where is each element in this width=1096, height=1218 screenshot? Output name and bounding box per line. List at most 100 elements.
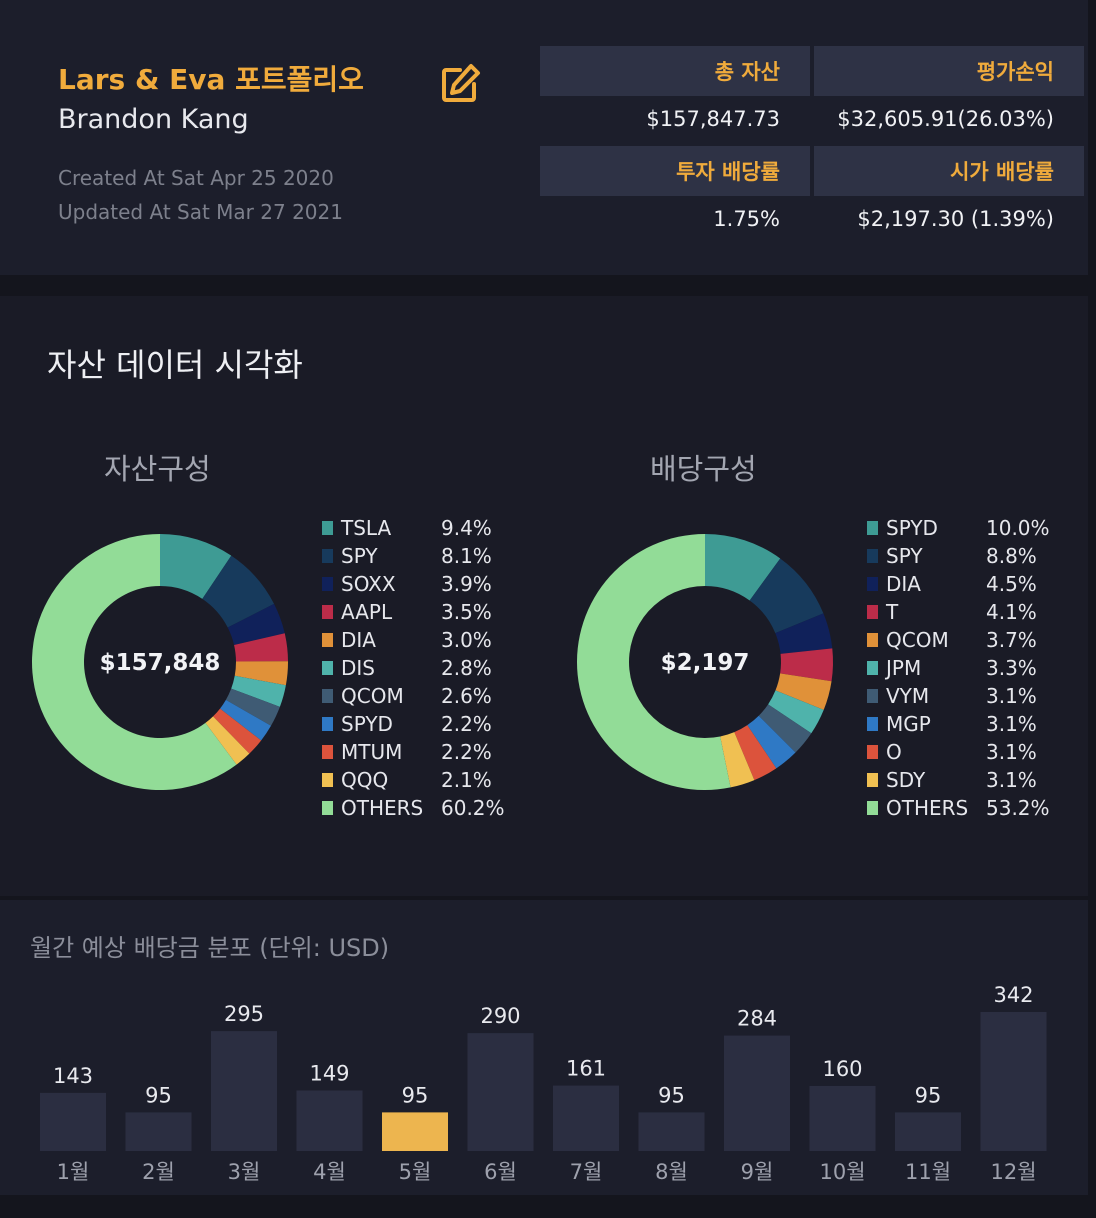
bar-category-label: 2월 [142, 1160, 175, 1184]
donut-slice-jpm[interactable] [768, 690, 824, 734]
bar-category-label: 11월 [905, 1160, 951, 1184]
bar-category-label: 4월 [313, 1160, 346, 1184]
legend-percent: 3.0% [441, 628, 492, 652]
donut-slice-aapl[interactable] [234, 633, 288, 662]
pnl-label: 평가손익 [814, 46, 1084, 96]
legend-swatch [322, 717, 333, 731]
bar-2[interactable] [125, 1112, 192, 1151]
legend-item-spyd[interactable]: SPYD 10.0% [867, 514, 1050, 542]
bar-value-label: 284 [737, 1007, 777, 1031]
donut-slice-soxx[interactable] [227, 603, 285, 645]
legend-item-spyd[interactable]: SPYD 2.2% [322, 710, 492, 738]
legend-item-dia[interactable]: DIA 3.0% [322, 626, 492, 654]
bar-value-label: 95 [658, 1083, 685, 1107]
bar-7[interactable] [553, 1085, 619, 1151]
donut-slice-vym[interactable] [758, 704, 812, 753]
owner-name: Brandon Kang [58, 104, 249, 135]
donut-slice-others[interactable] [32, 534, 237, 790]
donut-slice-qcom[interactable] [775, 673, 832, 710]
donut-slice-qcom[interactable] [225, 688, 280, 726]
legend-label: VYM [886, 684, 930, 708]
bar-value-label: 295 [224, 1002, 264, 1026]
legend-item-o[interactable]: O 3.1% [867, 738, 1037, 766]
legend-swatch [322, 633, 333, 647]
bar-5[interactable] [382, 1112, 448, 1151]
bar-4[interactable] [296, 1090, 363, 1151]
legend-label: O [886, 740, 902, 764]
legend-item-qcom[interactable]: QCOM 3.7% [867, 626, 1037, 654]
legend-item-jpm[interactable]: JPM 3.3% [867, 654, 1037, 682]
legend-label: DIS [341, 656, 375, 680]
legend-item-sdy[interactable]: SDY 3.1% [867, 766, 1037, 794]
bar-category-label: 12월 [990, 1160, 1036, 1184]
donut-slice-spy[interactable] [202, 555, 275, 628]
legend-label: MGP [886, 712, 931, 736]
donut-slice-others[interactable] [576, 534, 731, 790]
section-title: 자산 데이터 시각화 [47, 346, 303, 384]
legend-percent: 9.4% [441, 516, 492, 540]
asset-donut-chart: $157,848 [32, 534, 288, 790]
legend-percent: 8.1% [441, 544, 492, 568]
legend-item-others[interactable]: OTHERS 60.2% [322, 794, 505, 822]
legend-percent: 10.0% [986, 516, 1050, 540]
asset-legend: TSLA 9.4% SPY 8.1% SOXX 3.9% AAPL 3.5% DIA 3.0% DI… [322, 514, 522, 824]
donut-slice-tsla[interactable] [160, 534, 232, 599]
legend-label: TSLA [341, 516, 392, 540]
legend-swatch [867, 801, 878, 815]
legend-item-aapl[interactable]: AAPL 3.5% [322, 598, 492, 626]
edit-icon[interactable] [438, 62, 482, 106]
legend-swatch [322, 801, 333, 815]
bar-12[interactable] [980, 1012, 1047, 1151]
bar-6[interactable] [467, 1033, 534, 1151]
donut-slice-dia[interactable] [775, 613, 833, 654]
legend-swatch [867, 717, 878, 731]
legend-item-mtum[interactable]: MTUM 2.2% [322, 738, 492, 766]
donut-slice-mgp[interactable] [747, 715, 796, 769]
donut-slice-t[interactable] [780, 648, 833, 682]
donut-slice-spyd[interactable] [705, 534, 781, 601]
legend-percent: 3.3% [986, 656, 1037, 680]
legend-swatch [867, 633, 878, 647]
bar-9[interactable] [724, 1035, 790, 1151]
legend-item-soxx[interactable]: SOXX 3.9% [322, 570, 492, 598]
bar-10[interactable] [809, 1085, 876, 1151]
bar-value-label: 143 [53, 1064, 93, 1088]
legend-item-qqq[interactable]: QQQ 2.1% [322, 766, 492, 794]
bar-value-label: 149 [309, 1061, 349, 1085]
donut-slice-dis[interactable] [231, 675, 286, 707]
bar-category-label: 10월 [819, 1160, 865, 1184]
legend-swatch [322, 549, 333, 563]
donut-slice-o[interactable] [734, 725, 777, 781]
legend-swatch [867, 577, 878, 591]
legend-item-spy[interactable]: SPY 8.1% [322, 542, 492, 570]
visualization-panel [0, 296, 1088, 896]
donut-slice-qqq[interactable] [205, 716, 250, 765]
legend-item-t[interactable]: T 4.1% [867, 598, 1037, 626]
legend-item-vym[interactable]: VYM 3.1% [867, 682, 1037, 710]
legend-percent: 3.7% [986, 628, 1037, 652]
legend-item-mgp[interactable]: MGP 3.1% [867, 710, 1037, 738]
legend-item-tsla[interactable]: TSLA 9.4% [322, 514, 492, 542]
bar-category-label: 8월 [655, 1160, 688, 1184]
legend-item-others[interactable]: OTHERS 53.2% [867, 794, 1050, 822]
portfolio-summary-panel [0, 0, 1088, 275]
legend-label: SPY [886, 544, 923, 568]
legend-item-dis[interactable]: DIS 2.8% [322, 654, 492, 682]
dividend-chart-title: 배당구성 [650, 452, 757, 486]
bar-8[interactable] [638, 1112, 705, 1151]
legend-item-dia[interactable]: DIA 4.5% [867, 570, 1037, 598]
legend-item-spy[interactable]: SPY 8.8% [867, 542, 1037, 570]
bar-11[interactable] [895, 1112, 961, 1151]
bar-1[interactable] [40, 1092, 106, 1151]
donut-slice-mtum[interactable] [213, 708, 262, 754]
donut-slice-spyd[interactable] [220, 699, 271, 741]
legend-label: SPY [341, 544, 378, 568]
donut-slice-sdy[interactable] [720, 732, 755, 788]
bar-3[interactable] [211, 1031, 277, 1151]
donut-slice-spy[interactable] [749, 558, 824, 634]
bar-value-label: 290 [480, 1004, 520, 1028]
legend-item-qcom[interactable]: QCOM 2.6% [322, 682, 492, 710]
legend-percent: 3.1% [986, 684, 1037, 708]
donut-slice-dia[interactable] [234, 661, 288, 686]
asset-chart-title: 자산구성 [104, 452, 211, 486]
